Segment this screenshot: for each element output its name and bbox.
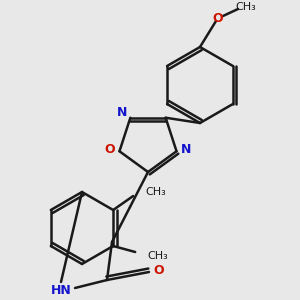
- Text: O: O: [154, 265, 164, 278]
- Text: N: N: [181, 143, 192, 156]
- Text: O: O: [213, 13, 223, 26]
- Text: HN: HN: [51, 284, 71, 296]
- Text: O: O: [104, 143, 115, 156]
- Text: N: N: [117, 106, 128, 119]
- Text: CH₃: CH₃: [145, 187, 166, 197]
- Text: CH₃: CH₃: [236, 2, 256, 12]
- Text: CH₃: CH₃: [147, 251, 168, 261]
